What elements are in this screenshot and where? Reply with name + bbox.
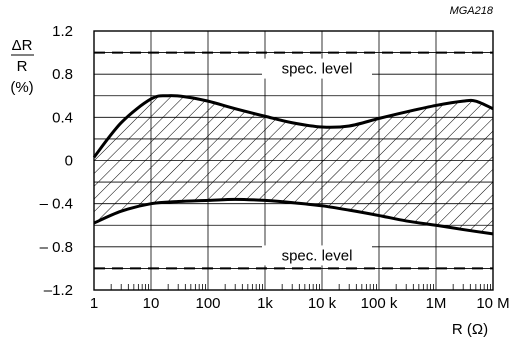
- x-tick-label: 1M: [426, 295, 447, 312]
- minor-ticks: [110, 284, 491, 290]
- y-tick-label: 1.2: [52, 23, 73, 40]
- y-tick-label: –1.2: [44, 282, 73, 299]
- plot-frame: [93, 30, 494, 291]
- tolerance-band: [94, 95, 493, 234]
- x-tick-label: 10 M: [476, 295, 509, 312]
- x-tick-labels: 1 10 100 1k 10 k 100 k 1M 10 M: [90, 295, 510, 312]
- x-axis-label: R (Ω): [452, 321, 488, 338]
- spec-level-label-bg: [262, 245, 372, 266]
- y-axis-label-line-2: R: [17, 58, 28, 75]
- spec-level-label-bg: [262, 58, 372, 79]
- x-tick-label: 1: [90, 295, 98, 312]
- y-tick-label: 0.4: [52, 109, 73, 126]
- spec-level-label: spec. level: [282, 247, 353, 264]
- upper-bound-curve: [92, 94, 494, 159]
- figure-code: MGA218: [450, 5, 494, 17]
- x-tick-label: 10: [143, 295, 160, 312]
- x-tick-label: 100 k: [361, 295, 398, 312]
- y-tick-label: 0: [65, 153, 73, 170]
- reference-lines: spec. level spec. level: [94, 51, 493, 270]
- y-axis-label-line-3: (%): [10, 79, 33, 96]
- series: [92, 94, 494, 236]
- spec-level-label: spec. level: [282, 61, 353, 78]
- x-tick-label: 10 k: [308, 295, 337, 312]
- x-tick-label: 1k: [257, 295, 273, 312]
- y-tick-label: – 0.8: [40, 239, 73, 256]
- y-tick-label: – 0.4: [40, 196, 73, 213]
- y-axis-label-line-1: ΔR: [12, 37, 33, 54]
- lower-bound-curve: [93, 197, 494, 236]
- y-tick-label: 0.8: [52, 66, 73, 83]
- y-tick-labels: 1.2 0.8 0.4 0 – 0.4 – 0.8 –1.2: [40, 23, 73, 299]
- x-tick-label: 100: [195, 295, 220, 312]
